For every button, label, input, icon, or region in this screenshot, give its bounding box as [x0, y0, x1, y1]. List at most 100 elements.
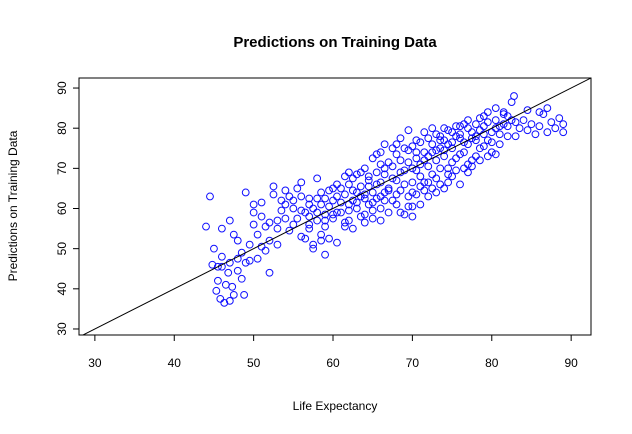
data-point: [440, 184, 449, 193]
data-point: [487, 148, 496, 157]
data-point: [257, 198, 266, 207]
data-point: [452, 154, 460, 163]
data-point: [416, 172, 425, 181]
data-point: [217, 224, 226, 233]
data-point: [297, 206, 306, 215]
y-tick-label: 80: [55, 121, 69, 135]
data-point: [491, 104, 500, 113]
data-point: [265, 218, 274, 227]
data-point: [527, 120, 536, 129]
data-point: [317, 230, 326, 239]
data-point: [404, 126, 413, 135]
y-tick-label: 40: [55, 282, 69, 296]
data-point: [468, 134, 476, 143]
data-point: [281, 200, 290, 209]
data-point: [475, 114, 484, 123]
data-point: [380, 164, 389, 173]
data-points: [202, 92, 568, 307]
data-point: [424, 192, 433, 201]
data-point: [245, 256, 254, 265]
data-point: [472, 152, 480, 161]
y-axis-label: Predictions on Training Data: [6, 130, 20, 281]
data-point: [277, 206, 286, 215]
data-point: [344, 206, 353, 215]
data-point: [249, 200, 258, 209]
data-point: [388, 144, 397, 153]
data-point: [475, 144, 484, 153]
data-point: [483, 136, 492, 145]
data-point: [428, 148, 437, 157]
data-point: [436, 164, 445, 173]
data-point: [396, 186, 405, 195]
data-point: [265, 268, 274, 277]
data-point: [376, 160, 385, 169]
data-point: [539, 110, 548, 119]
x-tick-label: 90: [564, 356, 578, 370]
data-point: [511, 132, 520, 141]
x-tick-label: 40: [168, 356, 182, 370]
data-point: [297, 192, 306, 201]
data-point: [460, 120, 468, 129]
data-point: [444, 126, 453, 135]
data-point: [364, 172, 373, 181]
data-point: [432, 174, 441, 183]
data-point: [440, 136, 449, 145]
data-point: [448, 158, 456, 167]
data-point: [329, 184, 337, 193]
data-point: [456, 134, 464, 143]
data-point: [412, 190, 421, 199]
data-point: [392, 200, 401, 209]
data-point: [341, 218, 349, 227]
data-point: [448, 138, 456, 147]
data-point: [503, 112, 512, 121]
data-point: [503, 122, 512, 131]
y-tick-label: 30: [55, 322, 69, 336]
data-point: [372, 194, 381, 203]
data-point: [384, 158, 393, 167]
data-point: [543, 128, 552, 137]
data-point: [452, 122, 460, 131]
data-point: [225, 296, 234, 305]
data-point: [344, 216, 353, 225]
data-point: [217, 252, 226, 261]
data-point: [531, 130, 540, 139]
data-point: [265, 236, 274, 245]
data-point: [352, 188, 361, 197]
data-point: [555, 114, 564, 123]
data-point: [364, 182, 373, 191]
data-point: [424, 152, 433, 161]
data-point: [535, 108, 544, 117]
data-point: [321, 250, 329, 259]
data-point: [412, 148, 421, 157]
data-point: [472, 132, 480, 141]
data-point: [396, 156, 405, 165]
data-point: [348, 174, 357, 183]
data-point: [321, 194, 329, 203]
data-point: [352, 198, 361, 207]
data-point: [404, 192, 413, 201]
data-point: [233, 266, 242, 275]
data-point: [289, 196, 298, 205]
data-point: [376, 216, 385, 225]
data-point: [376, 148, 385, 157]
data-point: [392, 140, 401, 149]
data-point: [253, 254, 262, 263]
data-point: [428, 124, 437, 133]
data-point: [456, 150, 464, 159]
data-point: [229, 230, 238, 239]
data-point: [444, 178, 453, 187]
data-point: [372, 150, 381, 159]
data-point: [356, 212, 365, 221]
data-point: [261, 246, 270, 255]
data-point: [464, 116, 472, 125]
data-point: [333, 180, 341, 189]
x-tick-label: 50: [247, 356, 261, 370]
data-point: [464, 140, 472, 149]
data-point: [241, 188, 250, 197]
data-point: [237, 274, 246, 283]
data-point: [220, 298, 229, 307]
data-point: [380, 196, 389, 205]
data-point: [404, 202, 413, 211]
data-point: [420, 128, 429, 137]
data-point: [400, 144, 409, 153]
